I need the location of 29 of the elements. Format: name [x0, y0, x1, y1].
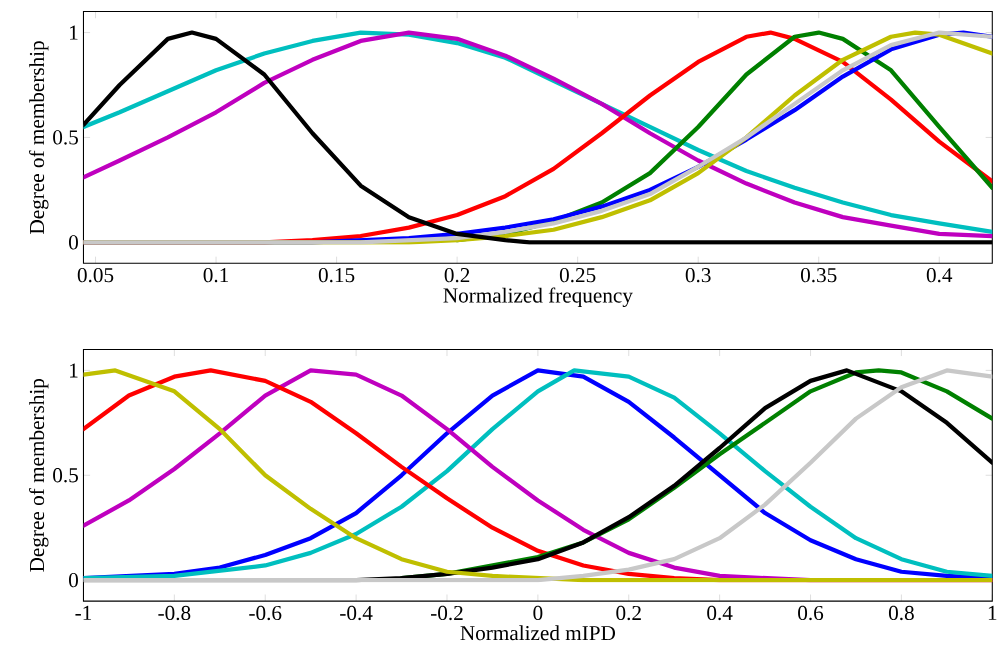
x-tick-label: -0.6: [249, 605, 282, 621]
x-tick-label: 0.05: [77, 268, 114, 283]
x-tick-label: 0.1: [203, 268, 229, 283]
x-tick-label: 0.25: [559, 268, 596, 283]
x-tick-label: 0.4: [926, 268, 953, 283]
x-tick-label: -0.2: [431, 605, 463, 621]
y-tick-label: 0.5: [53, 130, 78, 145]
x-tick-label: 0.4: [707, 605, 733, 621]
x-tick-label: 0.6: [798, 605, 824, 621]
x-tick-label: 1: [988, 605, 997, 620]
y-tick-label: 1: [70, 25, 78, 40]
x-tick-label: -1: [75, 605, 92, 620]
y-tick-label: 1: [70, 363, 78, 378]
x-tick-label: 0.2: [616, 605, 641, 621]
x-tick-label: 0.8: [888, 605, 914, 621]
y-axis-title: Degree of membership: [29, 379, 49, 572]
x-tick-label: 0.35: [800, 268, 837, 283]
y-tick-label: 0.5: [53, 468, 78, 483]
y-tick-label: 0: [69, 235, 78, 250]
x-axis-title: Normalized frequency: [443, 287, 633, 308]
x-tick-label: -0.8: [158, 605, 191, 621]
y-axis-title: Degree of membership: [29, 41, 49, 235]
x-tick-label: -0.4: [340, 605, 373, 621]
y-tick-label: 0: [69, 573, 78, 588]
x-axis-title: Normalized mIPD: [460, 625, 616, 641]
x-tick-label: 0.2: [444, 268, 470, 283]
x-tick-label: 0.3: [685, 268, 711, 283]
x-tick-label: 0.15: [318, 268, 355, 283]
x-tick-label: 0: [533, 605, 543, 621]
